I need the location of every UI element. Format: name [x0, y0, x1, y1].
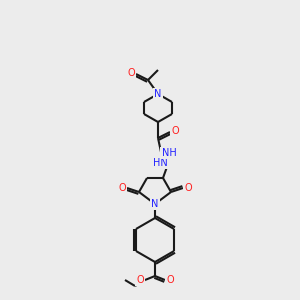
Text: O: O [171, 126, 179, 136]
Text: O: O [118, 183, 126, 193]
Text: O: O [184, 183, 192, 193]
Text: O: O [127, 68, 135, 78]
Text: HN: HN [153, 158, 167, 168]
Text: N: N [154, 89, 162, 99]
Text: NH: NH [162, 148, 176, 158]
Text: N: N [151, 199, 159, 209]
Text: O: O [166, 275, 174, 285]
Text: O: O [136, 275, 144, 285]
